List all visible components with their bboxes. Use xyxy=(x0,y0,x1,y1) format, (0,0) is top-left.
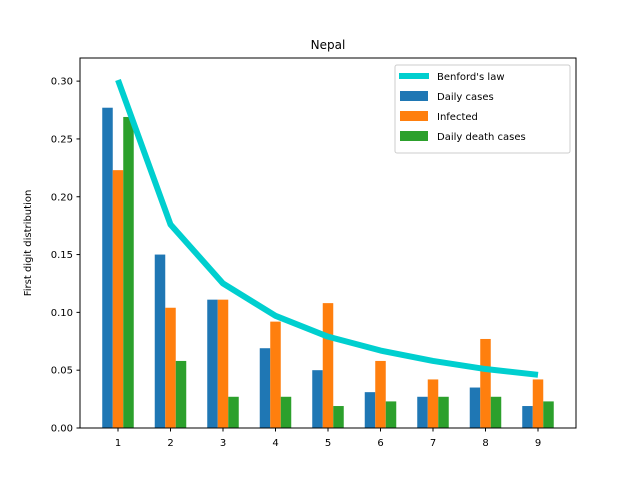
x-tick-label: 7 xyxy=(430,438,436,449)
x-axis: 1 2 3 4 5 6 7 8 9 xyxy=(115,428,541,449)
x-tick-label: 3 xyxy=(220,438,226,449)
chart-title: Nepal xyxy=(311,38,346,52)
bar xyxy=(228,396,239,428)
bar xyxy=(522,406,533,428)
bar xyxy=(217,299,229,428)
bar xyxy=(490,396,502,428)
y-tick-label: 0.10 xyxy=(51,308,73,319)
bar xyxy=(112,170,124,428)
bar xyxy=(333,406,344,428)
x-tick-label: 6 xyxy=(377,438,383,449)
y-axis-label: First digit distribution xyxy=(23,190,34,297)
x-tick-label: 8 xyxy=(482,438,488,449)
bar xyxy=(438,396,449,428)
y-axis: 0.00 0.05 0.10 0.15 0.20 0.25 0.30 xyxy=(51,77,80,435)
bar xyxy=(417,396,428,428)
legend-label: Daily cases xyxy=(437,92,494,103)
bar xyxy=(165,307,176,428)
x-tick-label: 5 xyxy=(325,438,331,449)
bar xyxy=(102,107,113,428)
lines-layer xyxy=(115,78,539,378)
y-tick-label: 0.20 xyxy=(51,192,73,203)
legend-label: Benford's law xyxy=(437,72,505,83)
legend-swatch xyxy=(400,131,428,141)
legend-swatch xyxy=(400,111,428,121)
bar xyxy=(469,387,481,428)
y-tick-label: 0.30 xyxy=(51,77,73,88)
bar xyxy=(175,360,187,428)
bar xyxy=(207,299,218,428)
x-tick-label: 9 xyxy=(535,438,541,449)
bar xyxy=(259,348,271,428)
x-tick-label: 2 xyxy=(167,438,173,449)
bar xyxy=(280,396,292,428)
x-tick-label: 1 xyxy=(115,438,121,449)
bar xyxy=(375,360,386,428)
legend: Benford's law Daily cases Infected Daily de… xyxy=(394,64,571,154)
y-tick-label: 0.05 xyxy=(51,366,73,377)
bar xyxy=(385,401,397,428)
bar xyxy=(123,116,134,428)
y-tick-label: 0.00 xyxy=(51,424,73,435)
legend-label: Infected xyxy=(437,112,478,123)
legend-box xyxy=(394,64,571,154)
bar xyxy=(322,303,334,428)
bar xyxy=(543,401,554,428)
bar xyxy=(154,254,166,428)
x-tick-label: 4 xyxy=(272,438,278,449)
series-line xyxy=(115,78,539,378)
y-tick-label: 0.15 xyxy=(51,250,73,261)
bar xyxy=(312,370,323,428)
bar xyxy=(532,379,544,428)
legend-swatch xyxy=(400,91,428,101)
bar xyxy=(480,338,491,428)
bars-layer xyxy=(102,107,554,428)
bar xyxy=(427,379,439,428)
bar xyxy=(364,392,376,428)
legend-label: Daily death cases xyxy=(437,132,526,143)
bar xyxy=(270,321,281,428)
y-tick-label: 0.25 xyxy=(51,134,73,145)
